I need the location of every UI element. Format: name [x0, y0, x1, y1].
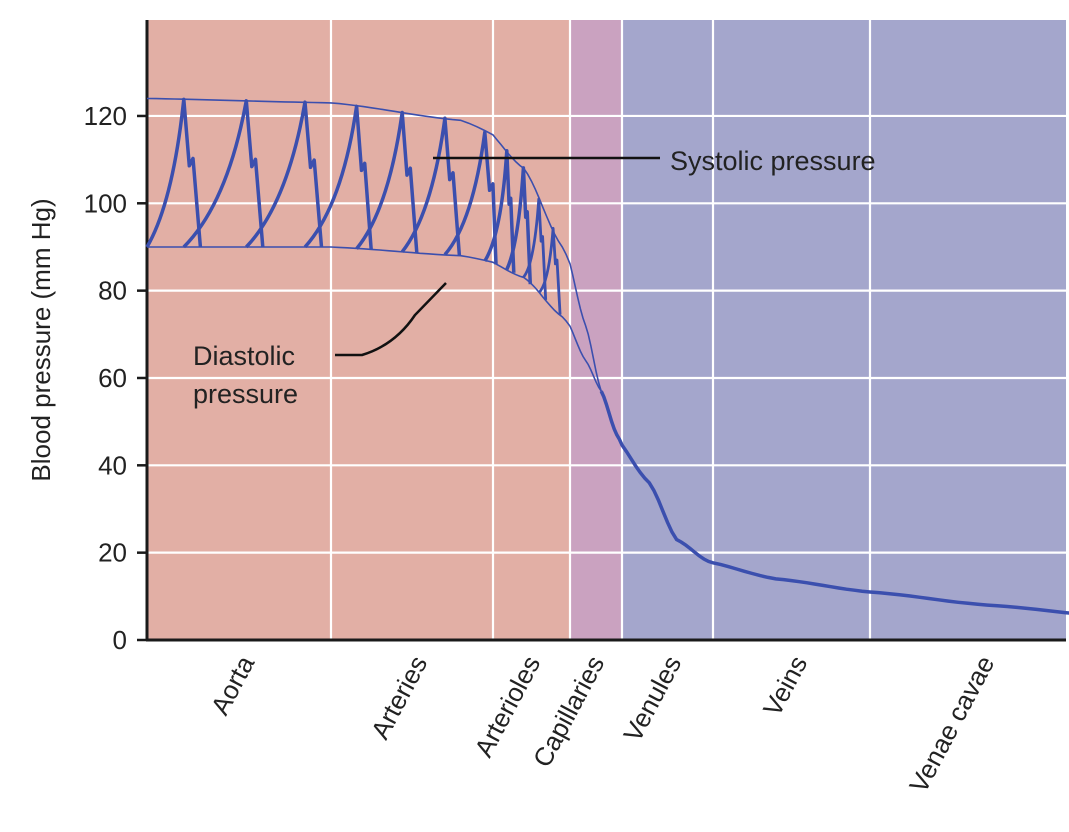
- series-mean-pressure: [599, 390, 1069, 615]
- region-band-arterioles: [493, 20, 570, 640]
- y-tick-label: 100: [84, 188, 127, 218]
- series-diastolic-pressure: [147, 246, 602, 392]
- diastolic-pressure-label-line2: pressure: [193, 379, 298, 409]
- category-label-arteries: Arteries: [365, 651, 434, 744]
- series-systolic-pressure: [146, 97, 602, 392]
- region-band-capillaries: [570, 20, 622, 640]
- pulse-wave: [443, 130, 498, 265]
- annotations: Systolic pressure Diastolic pressure: [193, 146, 876, 409]
- y-tick-label: 20: [98, 538, 127, 568]
- pulse-wave: [505, 166, 533, 285]
- pulse-wave: [400, 116, 462, 256]
- category-label-veins: Veins: [757, 651, 813, 721]
- vessel-region-bands: [147, 20, 1066, 640]
- systolic-pressure-label: Systolic pressure: [670, 146, 876, 176]
- diastolic-pressure-label-line1: Diastolic: [193, 341, 295, 371]
- grid-lines: [147, 20, 1066, 640]
- category-label-venules: Venules: [617, 651, 687, 747]
- y-axis-label: Blood pressure (mm Hg): [26, 198, 56, 481]
- pressure-lines: [146, 97, 1069, 615]
- diastolic-leader-line: [335, 282, 447, 357]
- y-tick-labels: 0 20 40 60 80 100 120: [84, 101, 127, 655]
- y-tick-label: 0: [113, 625, 127, 655]
- y-tick-label: 40: [98, 450, 127, 480]
- category-label-aorta: Aorta: [205, 650, 261, 719]
- axes: [137, 20, 1066, 642]
- pulse-wave: [483, 148, 516, 273]
- pulse-wave: [537, 226, 562, 315]
- region-band-venae-cavae: [870, 20, 1066, 640]
- y-tick-label: 120: [84, 101, 127, 131]
- pulse-wave: [522, 197, 548, 300]
- category-label-venae-cavae: Venae cavae: [903, 651, 1000, 798]
- region-band-venules: [622, 20, 713, 640]
- y-tick-label: 80: [98, 276, 127, 306]
- region-band-veins: [713, 20, 870, 640]
- y-tick-label: 60: [98, 363, 127, 393]
